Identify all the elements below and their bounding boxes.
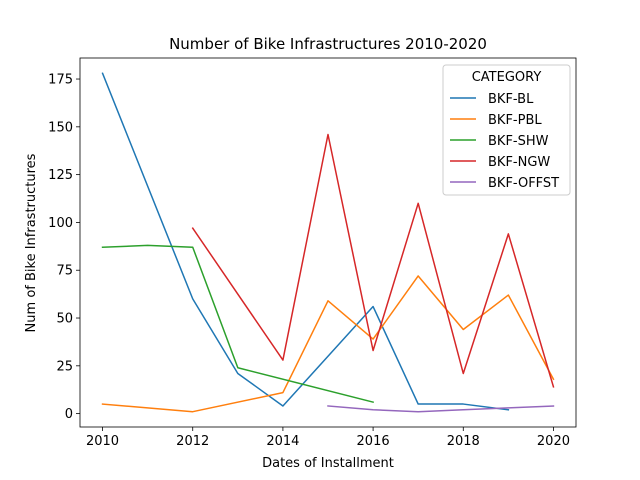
series-line-bkf-offst [327,405,555,413]
series-line-bkf-shw [101,244,375,404]
x-tick-label: 2016 [357,434,390,449]
x-tick-label: 2012 [176,434,209,449]
x-tick-label: 2018 [447,434,480,449]
y-tick-label: 0 [65,407,73,422]
x-tick-label: 2014 [266,434,299,449]
x-tick-label: 2010 [86,434,119,449]
series-line-bkf-pbl [101,275,555,413]
series-line-bkf-ngw [191,133,555,388]
y-tick-label: 25 [56,359,73,374]
legend-label-bkf-ngw: BKF-NGW [488,155,550,170]
legend-title: CATEGORY [472,70,542,85]
y-tick-label: 125 [48,168,73,183]
x-axis-title: Dates of Installment [262,456,394,471]
legend-label-bkf-pbl: BKF-PBL [488,113,542,128]
y-tick-label: 50 [56,312,73,327]
y-tick-label: 100 [48,216,73,231]
x-tick-label: 2020 [537,434,570,449]
y-tick-label: 175 [48,73,73,88]
chart-title: Number of Bike Infrastructures 2010-2020 [169,35,487,53]
y-tick-label: 150 [48,120,73,135]
legend-label-bkf-shw: BKF-SHW [488,134,549,149]
axes-frame [79,57,577,428]
y-axis-title: Num of Bike Infrastructures [24,153,39,332]
legend-label-bkf-offst: BKF-OFFST [488,176,559,191]
y-tick-label: 75 [56,264,73,279]
plot-area: 2010 2012 2014 2016 2018 2020 0 25 50 75 100 125 150… [48,57,577,449]
legend-label-bkf-bl: BKF-BL [488,92,534,107]
series-line-bkf-bl [101,72,510,411]
legend: CATEGORY BKF-BL BKF-PBL BKF-SHW BKF-NGW BKF-O… [442,64,571,196]
